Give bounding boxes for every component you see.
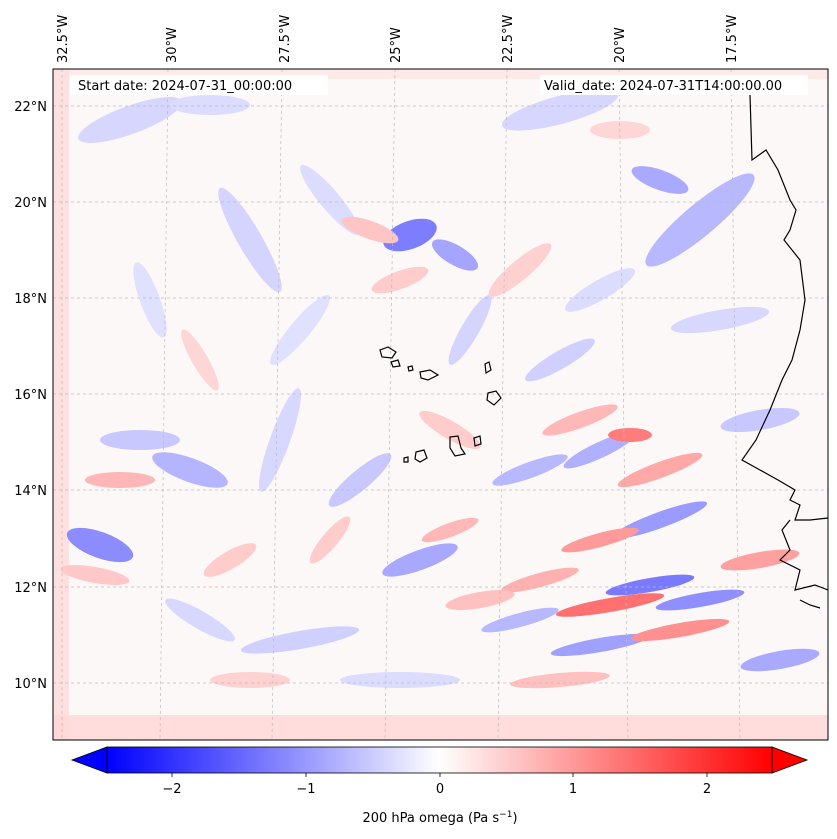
colorbar-label-end: ) [512,811,517,826]
lon-label: 22.5°W [501,15,516,63]
colorbar-label: 200 hPa omega (Pa s−1) [362,810,517,826]
lon-label: 25°W [389,27,404,63]
lon-label: 17.5°W [725,15,740,63]
cabo-verde-islands [379,346,502,463]
map-frame [52,68,829,741]
lat-label: 16°N [14,388,47,403]
lon-label: 32.5°W [56,15,71,63]
colorbar-label-sup: −1 [499,810,512,820]
colorbar-label-main: 200 hPa omega (Pa s [362,811,499,826]
colorbar: −2 −1 0 1 2 200 hPa omega (Pa s−1) [70,746,809,826]
start-date-box [70,75,328,95]
colorbar-max-arrow [771,746,809,774]
coastline [741,94,828,609]
lon-label: 20°W [613,27,628,63]
valid-date-label: Valid_date: 2024-07-31T14:00:00.00 [544,79,782,94]
colorbar-gradient [106,746,773,774]
colorbar-tick-label: −2 [162,782,181,797]
lon-label: 30°W [165,27,180,63]
map-panel [53,69,828,740]
start-date-label: Start date: 2024-07-31_00:00:00 [78,79,292,94]
lat-label: 18°N [14,292,47,307]
omega-field [53,69,828,740]
colorbar-min-arrow [70,746,108,774]
lon-label: 27.5°W [278,15,293,63]
valid-date-box [540,75,808,95]
lat-label: 20°N [14,196,47,211]
colorbar-tick-label: −1 [296,782,315,797]
gridlines [53,69,828,740]
colorbar-tick-label: 1 [569,782,577,797]
lat-label: 22°N [14,100,47,115]
lat-label: 10°N [14,677,47,692]
colorbar-tick-label: 2 [703,782,711,797]
lat-label: 12°N [14,581,47,596]
lat-label: 14°N [14,484,47,499]
latitude-labels: 22°N 20°N 18°N 16°N 14°N 12°N 10°N [14,100,47,692]
colorbar-tick-label: 0 [436,782,444,797]
colorbar-ticks [171,773,708,777]
longitude-labels: 32.5°W 30°W 27.5°W 25°W 22.5°W 20°W 17.5… [56,15,740,63]
